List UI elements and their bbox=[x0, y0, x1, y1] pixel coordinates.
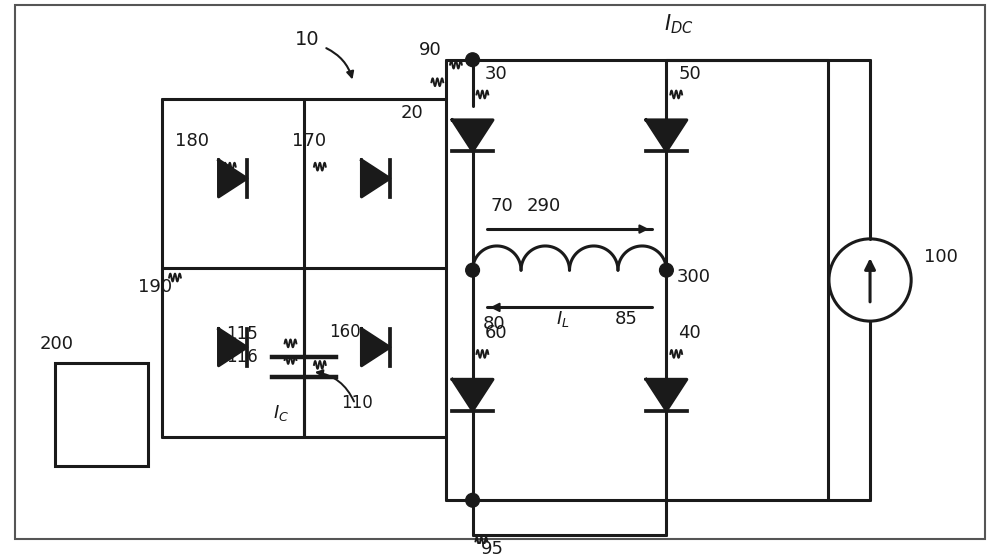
Text: 190: 190 bbox=[138, 278, 172, 296]
Bar bbox=[55, 363, 148, 466]
Text: 80: 80 bbox=[482, 315, 505, 333]
Text: 100: 100 bbox=[924, 249, 958, 266]
Text: 116: 116 bbox=[226, 348, 258, 366]
Polygon shape bbox=[646, 120, 687, 151]
Polygon shape bbox=[219, 160, 247, 197]
Text: 300: 300 bbox=[676, 268, 710, 286]
Polygon shape bbox=[452, 120, 493, 151]
Text: 60: 60 bbox=[484, 324, 507, 342]
Text: 170: 170 bbox=[292, 132, 327, 150]
Text: 110: 110 bbox=[341, 394, 373, 412]
Polygon shape bbox=[452, 379, 493, 411]
Text: 20: 20 bbox=[400, 105, 423, 122]
Text: 160: 160 bbox=[329, 324, 360, 341]
Text: 70: 70 bbox=[490, 197, 513, 216]
Circle shape bbox=[660, 264, 673, 277]
Text: 90: 90 bbox=[419, 41, 441, 59]
Text: 95: 95 bbox=[480, 540, 503, 556]
Text: 30: 30 bbox=[484, 65, 507, 83]
Text: 200: 200 bbox=[40, 335, 74, 353]
Text: 40: 40 bbox=[678, 324, 701, 342]
Circle shape bbox=[466, 493, 479, 507]
Circle shape bbox=[466, 53, 479, 67]
Text: 10: 10 bbox=[294, 30, 319, 49]
Text: $I_L$: $I_L$ bbox=[556, 309, 569, 329]
Text: 115: 115 bbox=[226, 325, 258, 344]
Circle shape bbox=[466, 264, 479, 277]
Polygon shape bbox=[361, 160, 390, 197]
Text: $I_C$: $I_C$ bbox=[273, 403, 289, 423]
Text: 85: 85 bbox=[615, 310, 637, 328]
Polygon shape bbox=[646, 379, 687, 411]
Polygon shape bbox=[361, 329, 390, 366]
Polygon shape bbox=[219, 329, 247, 366]
Text: 180: 180 bbox=[175, 132, 209, 150]
Text: $I_{DC}$: $I_{DC}$ bbox=[664, 12, 694, 36]
Text: 290: 290 bbox=[526, 197, 561, 216]
Text: 50: 50 bbox=[678, 65, 701, 83]
